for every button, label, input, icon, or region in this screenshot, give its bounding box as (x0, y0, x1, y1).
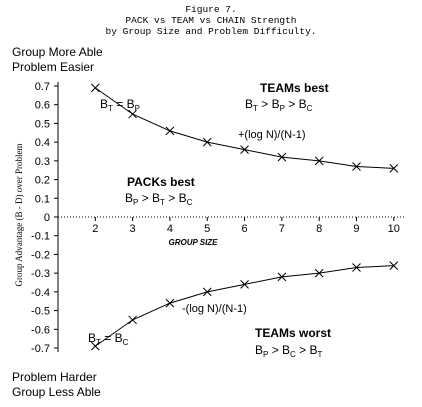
annotation-part: P (280, 104, 285, 113)
annotation-part: P (133, 198, 138, 207)
point-marker (389, 163, 399, 173)
y-tick-label: 0.1 (35, 193, 50, 205)
curve-label: +(log N)/(N-1) (238, 129, 306, 141)
y-tick-label: 0 (44, 212, 50, 224)
point-marker (240, 280, 249, 289)
x-axis-label: GROUP SIZE (168, 238, 218, 247)
annotation: BT = BP (100, 97, 140, 113)
chart-subtitle: PACK vs TEAM vs CHAIN Strength (125, 15, 296, 26)
annotation-heading: TEAMs best (260, 81, 329, 95)
y-tick-label: 0.4 (35, 137, 50, 149)
annotation-part: = B (113, 97, 135, 111)
annotation-part: B (245, 97, 253, 111)
y-tick-label: 0.5 (35, 118, 50, 130)
y-tick-label: -0.6 (31, 324, 50, 336)
corner-label: Problem Easier (12, 60, 94, 74)
annotation-part: = B (101, 331, 123, 345)
point-marker (314, 268, 324, 278)
point-marker (165, 298, 175, 308)
annotation-part: T (108, 104, 113, 113)
y-tick-label: 0.3 (35, 156, 50, 168)
chart-title: Figure 7. (185, 4, 236, 15)
annotation-part: T (318, 350, 323, 359)
corner-label: Group More Able (12, 45, 103, 59)
point-marker (240, 145, 249, 154)
point-marker (352, 162, 361, 171)
annotation-part: T (160, 198, 165, 207)
point-marker (90, 83, 100, 93)
point-marker (165, 126, 175, 136)
point-marker (352, 263, 361, 272)
annotation-part: B (88, 331, 96, 345)
point-marker (202, 287, 212, 297)
annotation: BP > BC > BT (255, 343, 323, 359)
annotation-part: > B (138, 191, 160, 205)
point-marker (314, 156, 324, 166)
y-tick-label: -0.1 (31, 231, 50, 243)
chart-subtitle: by Group Size and Problem Difficulty. (106, 26, 317, 37)
annotation-part: > B (258, 97, 280, 111)
x-tick-label: 3 (130, 223, 136, 235)
y-tick-label: -0.3 (31, 268, 50, 280)
x-tick-label: 10 (388, 223, 400, 235)
x-tick-label: 7 (279, 223, 285, 235)
annotation-part: > B (268, 343, 290, 357)
y-tick-label: 0.7 (35, 81, 50, 93)
point-marker (128, 109, 137, 119)
annotation-part: T (96, 338, 101, 347)
y-tick-label: 0.2 (35, 175, 50, 187)
point-marker (128, 315, 137, 325)
annotation-part: P (263, 350, 268, 359)
y-tick-label: -0.5 (31, 306, 50, 318)
y-tick-label: -0.4 (31, 287, 50, 299)
annotation-part: T (253, 104, 258, 113)
x-tick-label: 5 (204, 223, 210, 235)
y-tick-label: -0.7 (31, 343, 50, 355)
point-marker (202, 137, 212, 147)
annotation-heading: TEAMs worst (255, 326, 331, 340)
y-axis-label: Group Advantage (B - D) over Problem (14, 144, 24, 287)
annotation: BT > BP > BC (245, 97, 313, 113)
x-tick-label: 8 (316, 223, 322, 235)
x-tick-label: 9 (353, 223, 359, 235)
y-tick-label: 0.6 (35, 100, 50, 112)
annotation-part: P (135, 104, 140, 113)
x-tick-label: 6 (241, 223, 247, 235)
annotation: BP > BT > BC (125, 191, 193, 207)
x-tick-label: 4 (167, 223, 173, 235)
x-tick-label: 2 (92, 223, 98, 235)
annotation-part: > B (296, 343, 318, 357)
annotation-part: B (125, 191, 133, 205)
point-marker (389, 261, 399, 271)
annotation-part: C (123, 338, 129, 347)
point-marker (277, 272, 287, 282)
annotation-heading: PACKs best (127, 175, 195, 189)
annotation-part: B (100, 97, 108, 111)
curve-label: -(log N)/(N-1) (182, 303, 247, 315)
point-marker (277, 152, 287, 162)
annotation-part: B (255, 343, 263, 357)
corner-label: Group Less Able (12, 385, 101, 399)
annotation-part: C (307, 104, 313, 113)
corner-label: Problem Harder (12, 370, 97, 384)
annotation-part: > B (165, 191, 187, 205)
annotation-part: C (187, 198, 193, 207)
point-marker (90, 341, 100, 351)
annotation: BT = BC (88, 331, 129, 347)
annotation-part: C (290, 350, 296, 359)
y-tick-label: -0.2 (31, 249, 50, 261)
annotation-part: > B (285, 97, 307, 111)
